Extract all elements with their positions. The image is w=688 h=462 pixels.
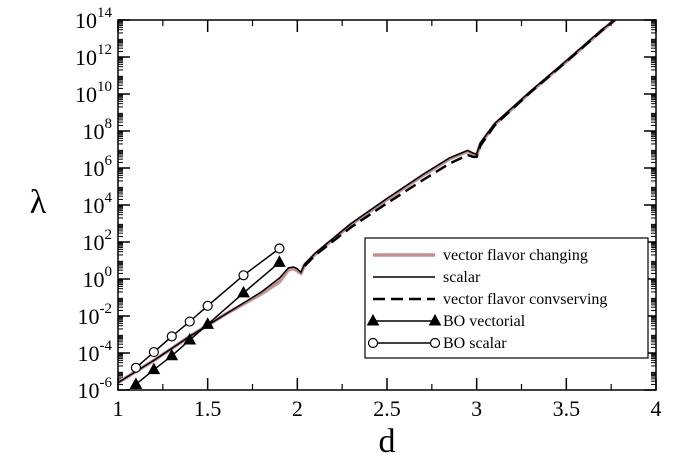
x-tick-label: 4 bbox=[651, 396, 662, 421]
data-point-3 bbox=[165, 348, 179, 361]
data-point-4 bbox=[166, 331, 177, 342]
y-tick-label: 1014 bbox=[75, 5, 113, 33]
data-point-3 bbox=[237, 285, 250, 298]
tick-labels: 1 1.5 2 2.5 3 3.5 4 10-6 10-4 10-2 100 102 104 106 108… bbox=[75, 5, 662, 421]
data-point-3 bbox=[201, 317, 215, 329]
y-tick-label: 10-4 bbox=[78, 338, 113, 366]
series-line-2 bbox=[303, 20, 616, 267]
y-tick-label: 10-2 bbox=[78, 301, 113, 329]
y-tick-label: 108 bbox=[83, 116, 113, 144]
data-point-3 bbox=[129, 377, 143, 389]
series-line-1 bbox=[118, 20, 616, 384]
x-tick-label: 1.5 bbox=[194, 396, 222, 421]
y-axis-title: λ bbox=[30, 184, 47, 221]
y-tick-label: 102 bbox=[83, 227, 113, 255]
legend-label: vector flavor changing bbox=[443, 247, 588, 264]
data-point-4 bbox=[130, 362, 142, 373]
y-tick-label: 1010 bbox=[75, 79, 112, 107]
legend-marker bbox=[428, 313, 442, 326]
y-tick-label: 10-6 bbox=[78, 375, 113, 403]
data-point-3 bbox=[147, 362, 161, 375]
x-tick-label: 2 bbox=[292, 396, 303, 421]
data-point-3 bbox=[183, 333, 197, 345]
data-point-3 bbox=[273, 255, 286, 267]
legend-label: BO vectorial bbox=[443, 313, 526, 330]
x-tick-label: 2.5 bbox=[373, 396, 401, 421]
legend-label: vector flavor convserving bbox=[443, 291, 607, 308]
legend-marker bbox=[366, 313, 380, 326]
x-tick-label: 3 bbox=[471, 396, 482, 421]
data-point-4 bbox=[274, 243, 285, 254]
legend-marker bbox=[429, 337, 441, 349]
data-point-4 bbox=[148, 346, 159, 358]
data-point-4 bbox=[238, 270, 249, 281]
data-point-4 bbox=[184, 316, 195, 327]
marker-layer bbox=[129, 243, 286, 389]
legend-label: BO scalar bbox=[443, 335, 507, 352]
y-tick-label: 106 bbox=[83, 153, 113, 181]
x-axis-title: d bbox=[379, 423, 396, 460]
x-tick-label: 1 bbox=[113, 396, 124, 421]
x-tick-label: 3.5 bbox=[553, 396, 581, 421]
plot-frame bbox=[117, 19, 657, 391]
data-point-4 bbox=[202, 300, 213, 311]
y-tick-label: 1012 bbox=[75, 42, 112, 70]
legend-label: scalar bbox=[443, 269, 481, 286]
y-tick-label: 104 bbox=[83, 190, 113, 218]
legend-marker bbox=[367, 337, 379, 349]
legend: vector flavor changing scalar vector flavo… bbox=[364, 237, 649, 359]
y-tick-label: 100 bbox=[83, 264, 113, 292]
